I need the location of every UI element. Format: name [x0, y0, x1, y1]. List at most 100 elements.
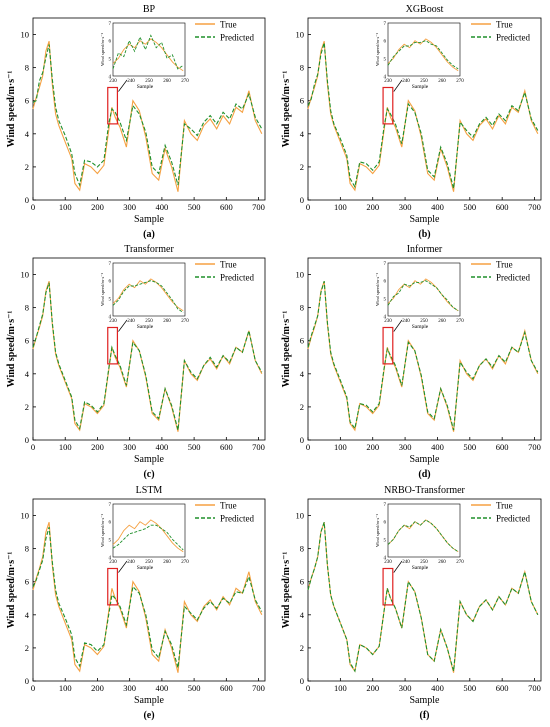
y-tick-label: 10	[296, 511, 305, 521]
inset-x-axis-label: Sample	[137, 565, 154, 571]
zoom-highlight-box	[382, 567, 394, 606]
x-tick-label: 100	[59, 683, 72, 693]
zoom-highlight-box	[107, 326, 119, 365]
x-tick-label: 300	[123, 442, 136, 452]
y-tick-label: 4	[300, 129, 305, 139]
legend-label-true: True	[220, 501, 237, 511]
series-predicted-line	[32, 282, 263, 431]
y-tick-label: 2	[300, 643, 304, 653]
x-axis-label: Sample	[134, 454, 165, 465]
legend-label-predicted: Predicted	[220, 273, 254, 283]
x-tick-label: 0	[31, 683, 35, 693]
x-tick-label: 0	[31, 202, 35, 212]
inset-x-tick-label: 230	[109, 319, 117, 324]
inset-x-tick-label: 240	[127, 560, 135, 565]
x-tick-label: 600	[496, 202, 509, 212]
legend: True Predicted	[195, 260, 254, 283]
y-tick-label: 4	[25, 129, 30, 139]
y-tick-label: 6	[300, 96, 304, 106]
y-tick-label: 8	[300, 63, 304, 73]
y-tick-label: 0	[300, 676, 304, 686]
inset-x-tick-label: 260	[438, 319, 446, 324]
inset-x-tick-label: 240	[127, 79, 135, 84]
x-tick-label: 400	[431, 442, 444, 452]
legend-label-true: True	[220, 20, 237, 30]
inset-y-axis-label: Wind speed/m·s⁻¹	[100, 32, 105, 66]
inset-series-true-line	[112, 519, 184, 553]
x-tick-label: 500	[188, 683, 201, 693]
legend: True Predicted	[471, 260, 530, 283]
series-predicted-line	[32, 44, 263, 187]
x-tick-label: 500	[188, 442, 201, 452]
x-tick-label: 100	[59, 442, 72, 452]
inset-x-tick-label: 230	[384, 560, 392, 565]
inset-x-axis-label: Sample	[137, 84, 154, 90]
inset-series-predicted-line	[112, 34, 184, 70]
x-tick-label: 200	[366, 442, 379, 452]
x-tick-label: 700	[252, 442, 265, 452]
inset-series-predicted-line	[387, 519, 459, 553]
inset-x-tick-label: 260	[163, 319, 171, 324]
x-tick-label: 500	[463, 442, 476, 452]
inset-x-tick-label: 250	[420, 319, 428, 324]
legend-label-true: True	[220, 260, 237, 270]
inset-x-tick-label: 260	[163, 79, 171, 84]
x-tick-label: 200	[366, 202, 379, 212]
x-tick-label: 0	[306, 683, 310, 693]
x-tick-label: 300	[399, 442, 412, 452]
x-tick-label: 700	[528, 202, 541, 212]
inset-y-tick-label: 7	[384, 22, 387, 27]
inset-frame	[387, 262, 461, 317]
inset-series-predicted-line	[387, 40, 459, 70]
inset-y-tick-label: 5	[109, 57, 112, 62]
y-tick-label: 2	[25, 402, 29, 412]
inset-frame	[112, 22, 186, 77]
inset-y-tick-label: 7	[384, 503, 387, 508]
inset-y-tick-label: 5	[109, 297, 112, 302]
chart-title: NRBO-Transformer	[384, 485, 465, 496]
inset-series-true-line	[112, 38, 184, 72]
inset-x-tick-label: 260	[438, 560, 446, 565]
y-tick-label: 8	[25, 303, 29, 313]
inset-y-tick-label: 4	[384, 556, 387, 561]
y-axis-label: Wind speed/m·s⁻¹	[281, 71, 292, 148]
y-tick-label: 2	[25, 643, 29, 653]
y-tick-label: 10	[21, 511, 30, 521]
inset-y-tick-label: 6	[384, 280, 387, 285]
inset-y-axis-label: Wind speed/m·s⁻¹	[100, 272, 105, 306]
y-tick-label: 10	[21, 30, 30, 40]
panel-label: (f)	[420, 710, 430, 721]
zoom-arrow	[393, 79, 403, 92]
y-tick-label: 8	[25, 544, 29, 554]
x-tick-label: 700	[252, 202, 265, 212]
inset-x-tick-label: 230	[109, 79, 117, 84]
y-tick-label: 8	[300, 544, 304, 554]
inset-x-tick-label: 270	[456, 79, 464, 84]
x-tick-label: 400	[156, 442, 169, 452]
x-tick-label: 700	[528, 683, 541, 693]
inset-x-tick-label: 270	[181, 560, 189, 565]
inset-y-axis-label: Wind speed/m·s⁻¹	[375, 32, 380, 66]
zoom-highlight-box	[107, 567, 119, 606]
inset-y-tick-label: 6	[109, 40, 112, 45]
chart-panel-3: 0 100 200 300 400 500 600 700 0 2 4 6 8 10 Transformer…	[6, 244, 266, 480]
inset-series-predicted-line	[112, 280, 184, 313]
inset-x-tick-label: 230	[384, 319, 392, 324]
y-tick-label: 4	[25, 369, 30, 379]
x-tick-label: 500	[463, 683, 476, 693]
inset-x-axis-label: Sample	[412, 565, 429, 571]
x-tick-label: 0	[306, 202, 310, 212]
x-axis-label: Sample	[410, 454, 441, 465]
x-tick-label: 300	[123, 202, 136, 212]
y-tick-label: 6	[25, 336, 29, 346]
y-tick-label: 8	[25, 63, 29, 73]
inset-x-tick-label: 270	[181, 319, 189, 324]
x-tick-label: 600	[496, 442, 509, 452]
y-tick-label: 2	[300, 162, 304, 172]
inset-y-tick-label: 7	[109, 503, 112, 508]
zoom-arrow	[393, 560, 403, 573]
y-tick-label: 6	[300, 577, 304, 587]
series-predicted-line	[307, 522, 539, 673]
inset-chart: 230 240 250 260 270 4 5 6 7 Sample Wind speed/m·s⁻…	[100, 22, 189, 90]
